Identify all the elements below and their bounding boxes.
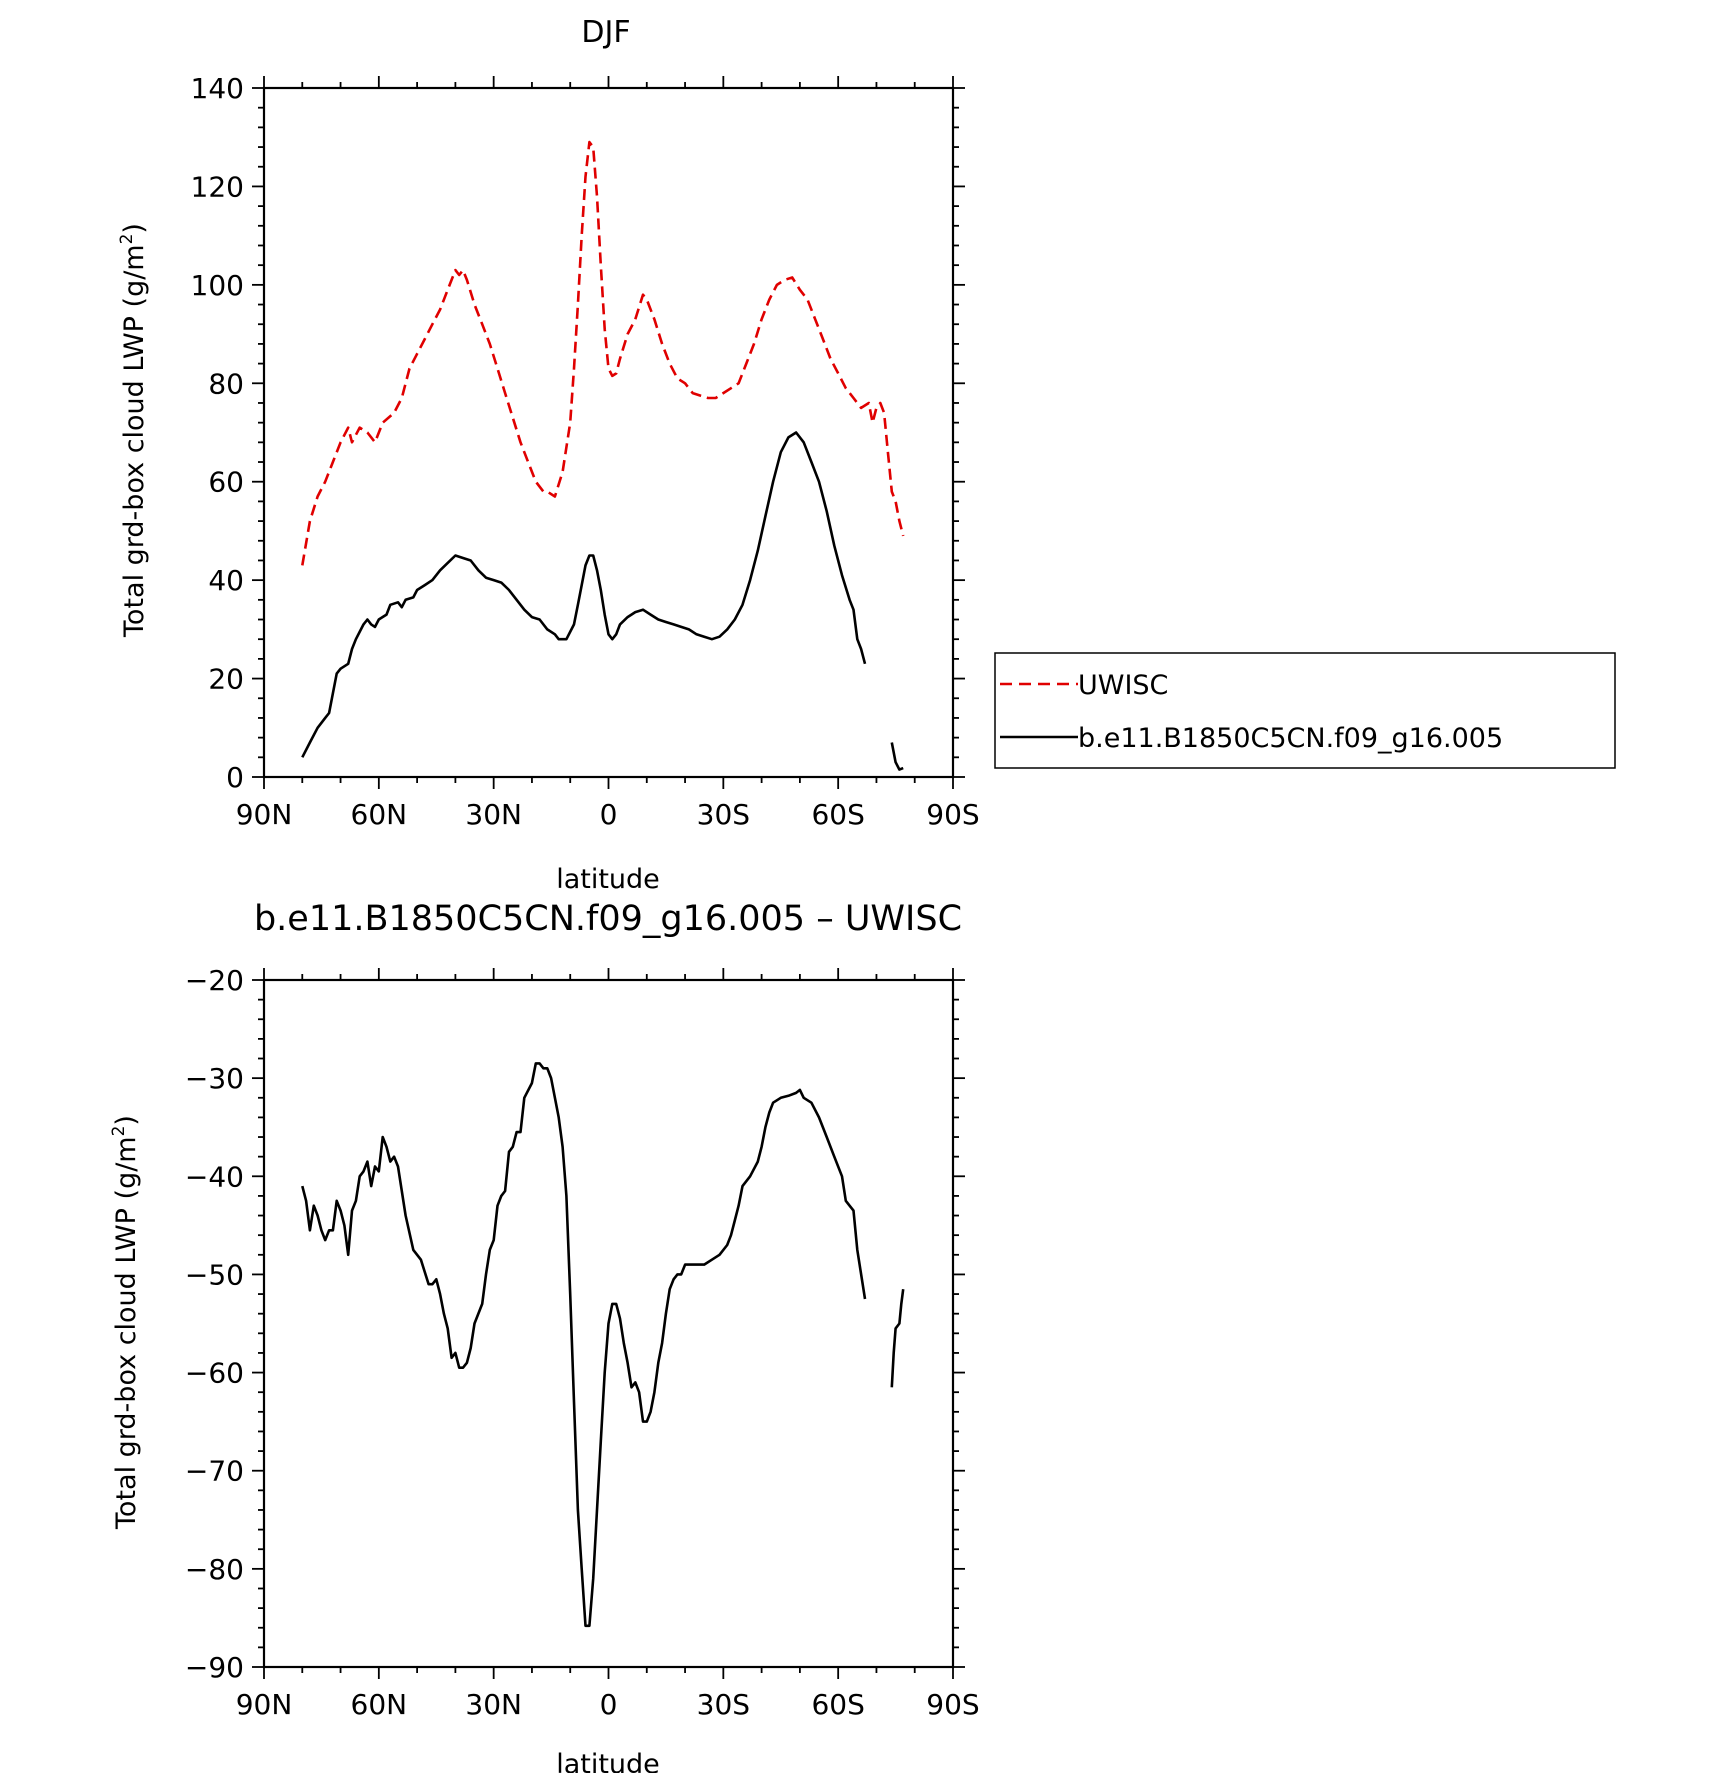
bottom-x-axis-label: latitude xyxy=(556,1749,660,1773)
top-y-tick-label: 40 xyxy=(208,564,244,597)
bottom-y-tick-label: −80 xyxy=(185,1553,244,1586)
bottom-x-tick-label: 0 xyxy=(600,1688,618,1721)
top-y-tick-label: 120 xyxy=(191,170,244,203)
top-y-axis-label: Total grd-box cloud LWP (g/m2) xyxy=(117,223,150,638)
bottom-x-tick-label: 90S xyxy=(926,1688,979,1721)
top-y-tick-label: 60 xyxy=(208,466,244,499)
top-x-tick-label: 90N xyxy=(236,798,293,831)
top-y-axis-label-main: Total grd-box cloud LWP xyxy=(119,316,150,638)
top-panel-ticks: 0 20 40 60 80 100 120 140 90N 60N 30N 0 30S 60S 90S xyxy=(191,72,980,831)
legend-label-uwisc: UWISC xyxy=(1078,670,1168,701)
top-y-tick-label: 80 xyxy=(208,367,244,400)
top-x-tick-label: 90S xyxy=(926,798,979,831)
top-panel-series xyxy=(301,140,905,771)
top-series-0-line-0 xyxy=(301,140,905,566)
bottom-y-tick-label: −90 xyxy=(185,1651,244,1684)
bottom-panel-series xyxy=(301,1062,905,1628)
bottom-y-axis-label-main: Total grd-box cloud LWP xyxy=(111,1208,142,1530)
top-y-axis-label-close: ) xyxy=(119,223,150,234)
top-x-tick-label: 0 xyxy=(600,798,618,831)
top-y-tick-label: 140 xyxy=(191,72,244,105)
bottom-y-tick-label: −40 xyxy=(185,1160,244,1193)
bottom-y-axis-label-unit: (g/m xyxy=(111,1136,142,1199)
bottom-y-tick-label: −60 xyxy=(185,1357,244,1390)
top-x-tick-label: 60S xyxy=(811,798,864,831)
top-y-axis-label-unit: (g/m xyxy=(119,244,150,307)
bottom-x-tick-label: 90N xyxy=(236,1688,293,1721)
legend: UWISC b.e11.B1850C5CN.f09_g16.005 xyxy=(994,652,1616,769)
bottom-y-axis-label-close: ) xyxy=(111,1115,142,1126)
top-plot-frame xyxy=(262,86,955,779)
bottom-y-tick-label: −30 xyxy=(185,1062,244,1095)
bottom-x-tick-label: 60S xyxy=(811,1688,864,1721)
bottom-x-tick-label: 30N xyxy=(465,1688,522,1721)
top-x-axis-label: latitude xyxy=(556,864,660,895)
bottom-series-0-line-1 xyxy=(890,1289,905,1388)
bottom-y-axis-label-sup: 2 xyxy=(109,1126,129,1137)
top-panel: DJF 0 20 40 60 80 100 120 140 90N 60N 30N 0 30S 60S 90… xyxy=(117,15,980,895)
top-series-1-line-0 xyxy=(301,431,867,758)
legend-box xyxy=(994,652,1616,769)
bottom-y-tick-label: −20 xyxy=(185,964,244,997)
top-y-tick-label: 20 xyxy=(208,663,244,696)
top-x-tick-label: 30S xyxy=(697,798,750,831)
top-panel-title: DJF xyxy=(581,15,630,50)
bottom-y-tick-label: −70 xyxy=(185,1455,244,1488)
legend-label-model: b.e11.B1850C5CN.f09_g16.005 xyxy=(1078,723,1503,754)
bottom-panel-title: b.e11.B1850C5CN.f09_g16.005 – UWISC xyxy=(254,899,962,939)
top-x-tick-label: 60N xyxy=(351,798,408,831)
bottom-panel-ticks: −20 −30 −40 −50 −60 −70 −80 −90 90N 60N 30N 0 30S 60S… xyxy=(185,964,980,1721)
bottom-panel: b.e11.B1850C5CN.f09_g16.005 – UWISC −20−… xyxy=(109,899,980,1773)
bottom-series-0-line-0 xyxy=(301,1062,867,1628)
top-y-axis-label-sup: 2 xyxy=(117,234,137,245)
top-series-1-line-1 xyxy=(890,742,904,771)
bottom-x-tick-label: 30S xyxy=(697,1688,750,1721)
bottom-y-axis-label: Total grd-box cloud LWP (g/m2) xyxy=(109,1115,142,1530)
top-y-tick-label: 0 xyxy=(226,761,244,794)
top-x-tick-label: 30N xyxy=(465,798,522,831)
bottom-x-tick-label: 60N xyxy=(351,1688,408,1721)
bottom-y-tick-label: −50 xyxy=(185,1258,244,1291)
top-y-tick-label: 100 xyxy=(191,269,244,302)
bottom-plot-frame xyxy=(262,978,955,1669)
